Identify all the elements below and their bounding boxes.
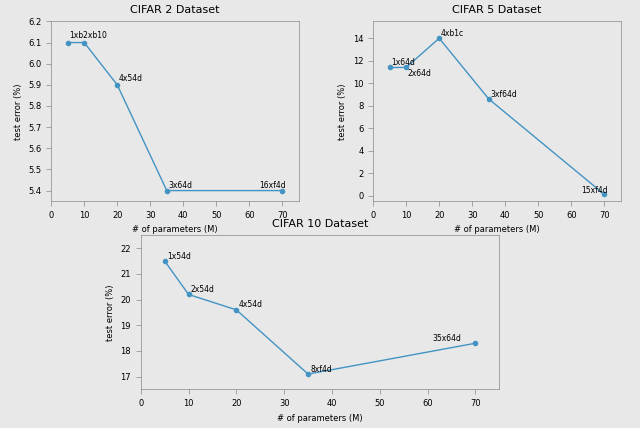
Text: 2x54d: 2x54d [191,285,215,294]
Text: 4x54d: 4x54d [119,74,143,83]
X-axis label: # of parameters (M): # of parameters (M) [454,226,540,235]
Text: 1xb2xb10: 1xb2xb10 [69,31,108,40]
Text: 2x64d: 2x64d [408,69,432,78]
Y-axis label: test error (%): test error (%) [106,284,115,341]
Text: 8xf4d: 8xf4d [310,365,332,374]
Y-axis label: test error (%): test error (%) [13,83,22,140]
Title: CIFAR 10 Dataset: CIFAR 10 Dataset [272,219,368,229]
Text: 1x54d: 1x54d [167,252,191,261]
X-axis label: # of parameters (M): # of parameters (M) [132,226,218,235]
Title: CIFAR 2 Dataset: CIFAR 2 Dataset [131,5,220,15]
Text: 15xf4d: 15xf4d [581,186,608,195]
Text: 1x64d: 1x64d [391,58,415,67]
Text: 16xf4d: 16xf4d [259,181,286,190]
X-axis label: # of parameters (M): # of parameters (M) [277,414,363,423]
Y-axis label: test error (%): test error (%) [339,83,348,140]
Title: CIFAR 5 Dataset: CIFAR 5 Dataset [452,5,541,15]
Text: 3xf64d: 3xf64d [490,90,517,99]
Text: 4xb1c: 4xb1c [441,29,464,38]
Text: 4x54d: 4x54d [239,300,263,309]
Text: 3x64d: 3x64d [168,181,193,190]
Text: 35x64d: 35x64d [432,334,461,343]
